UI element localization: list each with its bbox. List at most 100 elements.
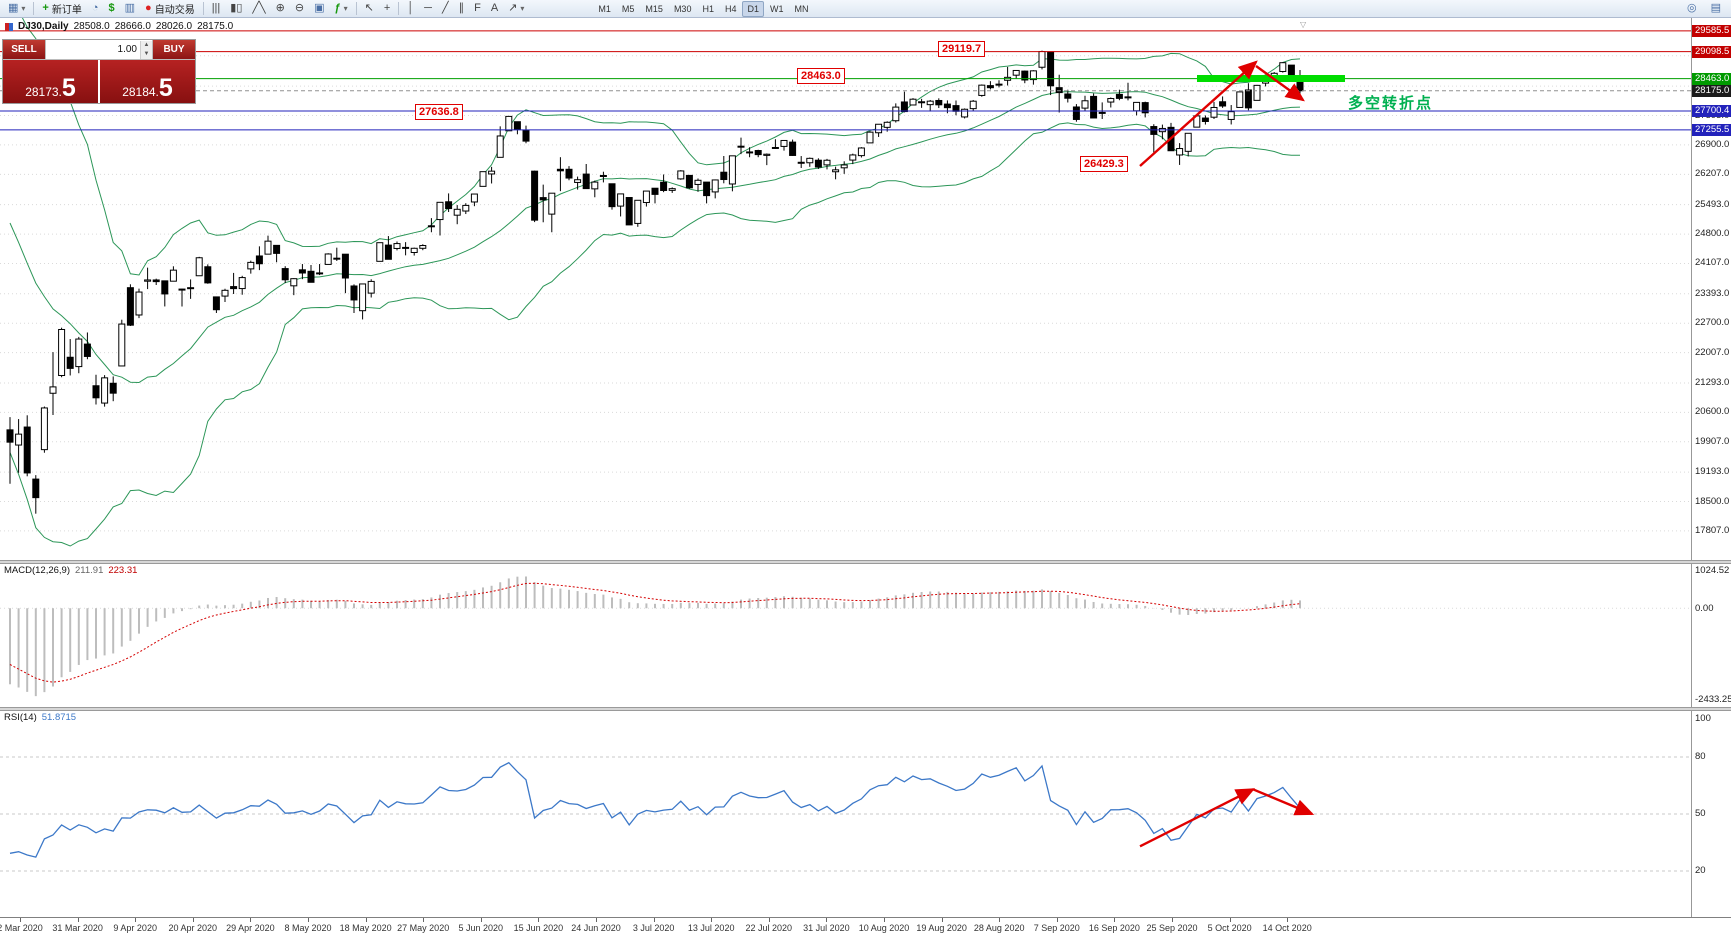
calendar-button[interactable]: ▥ bbox=[120, 0, 140, 18]
rsi-panel[interactable]: RSI(14) 51.8715 100 80 50 20 bbox=[0, 711, 1731, 917]
rsi-axis[interactable]: 100 80 50 20 bbox=[1691, 711, 1731, 917]
vertical-line-tool-button[interactable]: │ bbox=[402, 0, 419, 18]
horizontal-line-tool-button[interactable]: ─ bbox=[419, 0, 437, 18]
volume-spin-buttons[interactable]: ▲ ▼ bbox=[140, 40, 152, 59]
candle-body bbox=[513, 121, 521, 130]
rsi-trend-arrow[interactable] bbox=[1252, 788, 1315, 816]
vertical-line-icon: │ bbox=[407, 2, 415, 14]
candle-body bbox=[789, 141, 797, 156]
candle-body bbox=[169, 269, 177, 282]
candle-body bbox=[634, 199, 642, 224]
date-axis[interactable]: 2 Mar 2020 31 Mar 2020 9 Apr 2020 20 Apr 20… bbox=[0, 917, 1731, 946]
line-chart-type-button[interactable]: ╱╲ bbox=[247, 0, 270, 18]
buy-price-button[interactable]: 28184. 5 bbox=[100, 60, 195, 103]
cursor-tool-button[interactable]: ↖ bbox=[360, 0, 379, 18]
spin-up-icon[interactable]: ▲ bbox=[141, 40, 152, 50]
candle-body bbox=[488, 170, 496, 175]
timeframe-button-W1[interactable]: W1 bbox=[770, 3, 784, 14]
candle-body bbox=[969, 100, 977, 110]
rsi-trend-arrow[interactable] bbox=[1139, 788, 1256, 848]
new-order-button[interactable]: + 新订单 bbox=[37, 0, 86, 18]
zoom-out-button[interactable]: ⊖ bbox=[290, 0, 309, 18]
channel-tool-button[interactable]: ∥ bbox=[454, 0, 470, 18]
date-tick bbox=[1114, 918, 1116, 922]
timeframe-button-MN[interactable]: MN bbox=[794, 3, 809, 14]
candle-chart-type-button[interactable]: ▮▯ bbox=[225, 0, 247, 18]
macd-axis[interactable]: 1024.52 0.00 -2433.25 bbox=[1691, 564, 1731, 707]
date-label: 7 Sep 2020 bbox=[1033, 923, 1080, 933]
candle-body bbox=[58, 328, 66, 377]
macd-panel[interactable]: MACD(12,26,9) 211.91 223.31 1024.52 0.00 -… bbox=[0, 564, 1731, 707]
tile-windows-button[interactable]: ▣ bbox=[309, 0, 329, 18]
timeframe-button-D1[interactable]: D1 bbox=[742, 0, 764, 17]
date-label: 2 Mar 2020 bbox=[0, 923, 43, 933]
volume-value[interactable]: 1.00 bbox=[117, 44, 137, 55]
trend-arrow[interactable] bbox=[1139, 60, 1258, 167]
timeframe-button-M30[interactable]: M30 bbox=[673, 3, 692, 14]
timeframe-button-H4[interactable]: H4 bbox=[724, 3, 737, 14]
timeframe-button-H1[interactable]: H1 bbox=[702, 3, 714, 14]
buy-small-button[interactable]: BUY bbox=[153, 40, 195, 59]
rsi-axis-label: 100 bbox=[1695, 713, 1711, 724]
candle-body bbox=[75, 338, 83, 368]
macd-svg[interactable] bbox=[0, 564, 1691, 707]
panel-splitter[interactable] bbox=[0, 560, 1731, 564]
fibonacci-tool-button[interactable]: F bbox=[469, 0, 486, 18]
zoom-in-icon: ⊕ bbox=[275, 2, 285, 14]
bar-chart-type-button[interactable]: ||| bbox=[207, 0, 226, 18]
candle-body bbox=[92, 385, 100, 399]
chevron-down-icon: ▾ bbox=[343, 4, 348, 13]
candle-body bbox=[677, 170, 685, 180]
ohlc-high: 28666.0 bbox=[114, 21, 151, 32]
trend-arrow[interactable] bbox=[1255, 65, 1305, 102]
arrow-icon: ↗ bbox=[508, 2, 518, 14]
rsi-svg[interactable] bbox=[0, 711, 1691, 917]
timeframe-button-M15[interactable]: M15 bbox=[645, 3, 663, 14]
line-icon: ╱╲ bbox=[252, 2, 266, 14]
trendline-tool-button[interactable]: ╱ bbox=[437, 0, 454, 18]
timeframe-button-M5[interactable]: M5 bbox=[621, 3, 635, 14]
zoom-in-button[interactable]: ⊕ bbox=[271, 0, 290, 18]
auto-trading-label: 自动交易 bbox=[154, 5, 195, 16]
auto-trading-button[interactable]: ● 自动交易 bbox=[140, 0, 200, 18]
price-annotation-label[interactable]: 27636.8 bbox=[415, 104, 463, 120]
candle-body bbox=[883, 121, 891, 128]
timeframe-button-M1[interactable]: M1 bbox=[598, 3, 611, 14]
crosshair-tool-button[interactable]: + bbox=[379, 0, 395, 18]
price-annotation-label[interactable]: 26429.3 bbox=[1080, 156, 1128, 172]
candle-body bbox=[806, 157, 814, 164]
candle-body bbox=[152, 279, 160, 283]
price-annotation-label[interactable]: 28463.0 bbox=[797, 68, 845, 84]
main-chart-panel[interactable]: DJ30,Daily 28508.0 28666.0 28026.0 28175… bbox=[0, 18, 1731, 560]
alerts-button[interactable]: ◔ bbox=[87, 0, 104, 18]
candle-body bbox=[840, 164, 848, 169]
candle-body bbox=[995, 83, 1003, 86]
indicators-button[interactable]: ƒ ▾ bbox=[329, 0, 352, 18]
panel-toggle-button[interactable]: ▤ bbox=[1706, 0, 1726, 18]
candle-body bbox=[462, 204, 470, 212]
volume-stepper[interactable]: 1.00 ▲ ▼ bbox=[45, 40, 153, 59]
candle-body bbox=[625, 197, 633, 226]
calendar-icon: ▥ bbox=[124, 2, 136, 14]
sell-price-button[interactable]: 28173. 5 bbox=[3, 60, 98, 103]
candle-body bbox=[204, 266, 212, 284]
chart-window-button[interactable]: ▦ ▾ bbox=[3, 0, 30, 18]
text-tool-button[interactable]: A bbox=[486, 0, 503, 18]
price-axis[interactable]: 29000.028286.027593.026900.026207.025493… bbox=[1691, 18, 1731, 560]
price-annotation-label[interactable]: 29119.7 bbox=[938, 41, 986, 57]
arrows-tool-button[interactable]: ↗ ▾ bbox=[503, 0, 529, 18]
spin-down-icon[interactable]: ▼ bbox=[141, 49, 152, 59]
date-label: 18 May 2020 bbox=[339, 923, 392, 933]
news-button[interactable]: $ bbox=[104, 0, 120, 18]
candle-body bbox=[952, 105, 960, 112]
candle-body bbox=[875, 123, 883, 134]
search-button[interactable]: ◎ bbox=[1682, 0, 1702, 18]
sell-small-button[interactable]: SELL bbox=[3, 40, 45, 59]
chart-shift-marker[interactable]: ▽ bbox=[1300, 20, 1307, 29]
date-label: 5 Oct 2020 bbox=[1207, 923, 1252, 933]
horizontal-line-icon: ─ bbox=[424, 2, 432, 14]
price-chart-svg[interactable] bbox=[0, 18, 1691, 560]
turning-point-note[interactable]: 多空转折点 bbox=[1348, 95, 1434, 112]
candle-body bbox=[1012, 69, 1020, 76]
panel-splitter[interactable] bbox=[0, 707, 1731, 711]
